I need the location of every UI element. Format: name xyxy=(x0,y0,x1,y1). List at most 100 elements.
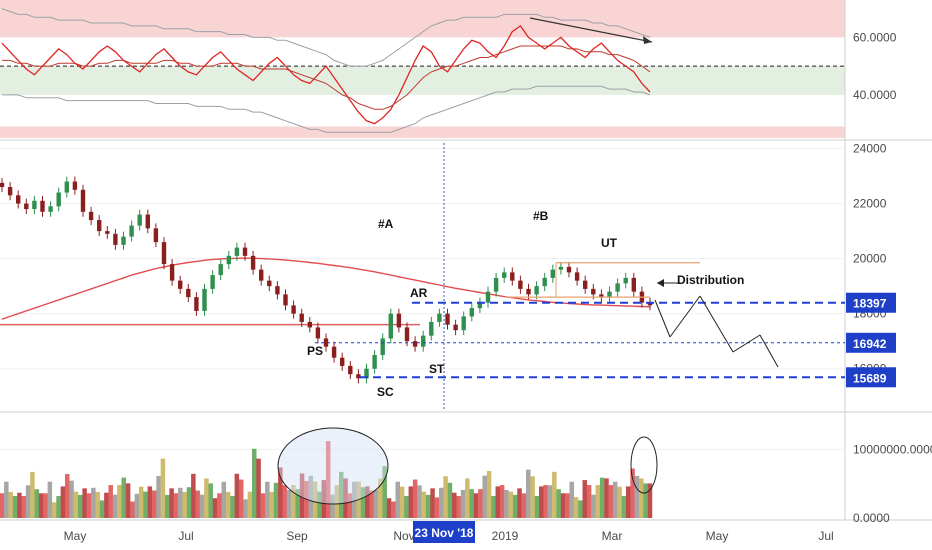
candle-body xyxy=(48,206,53,212)
volume-bar xyxy=(447,482,453,518)
volume-bar xyxy=(64,474,70,518)
candle-body xyxy=(542,277,547,287)
price-tick-label: 24000 xyxy=(853,142,887,156)
candle-body xyxy=(396,313,402,328)
volume-bar xyxy=(599,477,605,518)
candle-body xyxy=(599,294,604,298)
volume-bar xyxy=(82,488,87,518)
candle-body xyxy=(404,327,410,342)
candle-body xyxy=(558,266,564,270)
candle-body xyxy=(623,277,628,284)
level-price-box xyxy=(846,332,896,353)
volume-bar xyxy=(243,499,248,518)
volume-bar xyxy=(138,486,144,518)
osc-band xyxy=(0,0,845,38)
candle-body xyxy=(461,316,466,331)
volume-bar xyxy=(21,496,26,518)
candle-body xyxy=(275,286,280,295)
candle-body xyxy=(307,321,312,328)
volume-bar xyxy=(617,486,622,518)
osc-band xyxy=(0,126,845,138)
volume-bar xyxy=(86,493,92,518)
candle-body xyxy=(364,368,369,379)
volume-bar xyxy=(251,448,257,518)
volume-bar xyxy=(260,493,266,518)
moving-average-line xyxy=(1,257,651,320)
volume-bar xyxy=(517,488,522,518)
volume-bar xyxy=(443,476,448,518)
volume-bar xyxy=(60,486,66,518)
volume-bar xyxy=(643,483,648,518)
candle-body xyxy=(583,280,588,289)
candle-body xyxy=(145,214,150,229)
volume-bar xyxy=(369,490,374,518)
time-tick-label: Mar xyxy=(602,529,623,543)
volume-bar xyxy=(0,493,5,518)
volume-bar xyxy=(195,490,200,518)
volume-bar xyxy=(582,480,588,518)
candle-body xyxy=(259,269,264,281)
volume-bar xyxy=(417,485,422,518)
candle-body xyxy=(340,357,345,366)
volume-bar xyxy=(504,489,509,518)
candle-body xyxy=(226,255,231,265)
volume-bar xyxy=(399,486,405,518)
volume-bar xyxy=(186,487,192,518)
volume-bar xyxy=(34,489,40,518)
time-tick-label: Sep xyxy=(286,529,308,543)
volume-bar xyxy=(595,485,601,518)
volume-tick-label: 0.0000 xyxy=(853,511,890,525)
volume-bar xyxy=(291,485,296,518)
candle-body xyxy=(631,277,636,292)
candle-body xyxy=(445,313,450,325)
candle-body xyxy=(437,313,442,322)
volume-bar xyxy=(469,489,474,518)
volume-bar xyxy=(330,494,335,518)
candle-body xyxy=(534,286,539,295)
candle-body xyxy=(218,264,223,276)
volume-bar xyxy=(343,478,348,518)
volume-bar xyxy=(217,493,222,518)
volume-bar xyxy=(17,492,22,518)
volume-bar xyxy=(151,490,157,518)
volume-bar xyxy=(47,481,53,518)
candle-body xyxy=(161,242,167,265)
volume-bar xyxy=(295,489,300,518)
candle-body xyxy=(64,181,69,193)
volume-bar xyxy=(512,494,518,518)
volume-highlight-ellipse xyxy=(277,427,389,505)
volume-bar xyxy=(182,491,187,518)
wyckoff-annotation: PS xyxy=(307,344,323,358)
volume-bar xyxy=(378,478,383,518)
volume-bar xyxy=(425,494,431,518)
volume-bar xyxy=(465,478,470,518)
time-tick-label: 2019 xyxy=(492,529,519,543)
volume-bar xyxy=(608,485,614,518)
level-price-label: 15689 xyxy=(853,371,887,385)
volume-bar xyxy=(230,496,235,518)
candle-body xyxy=(380,338,385,355)
volume-bar xyxy=(630,468,635,518)
osc-band xyxy=(0,66,845,95)
volume-bar xyxy=(621,496,627,518)
volume-bar xyxy=(165,494,170,518)
candle-body xyxy=(137,214,142,226)
candle-body xyxy=(348,365,353,375)
volume-bar xyxy=(221,481,227,518)
volume-bar xyxy=(69,480,74,518)
volume-bar xyxy=(395,481,401,518)
volume-bar xyxy=(78,494,83,518)
candle-body xyxy=(315,327,321,339)
candle-body xyxy=(129,225,134,237)
price-tick-label: 22000 xyxy=(853,197,887,211)
projection-line xyxy=(759,334,779,368)
volume-bar xyxy=(256,458,261,518)
time-tick-label: Jul xyxy=(178,529,193,543)
volume-bar xyxy=(99,500,105,518)
volume-bar xyxy=(95,491,100,518)
candle-body xyxy=(7,187,13,196)
osc-tick-label: 60.0000 xyxy=(853,30,897,44)
candle-body xyxy=(88,211,94,221)
volume-bar xyxy=(273,482,279,518)
candle-body xyxy=(323,338,329,347)
